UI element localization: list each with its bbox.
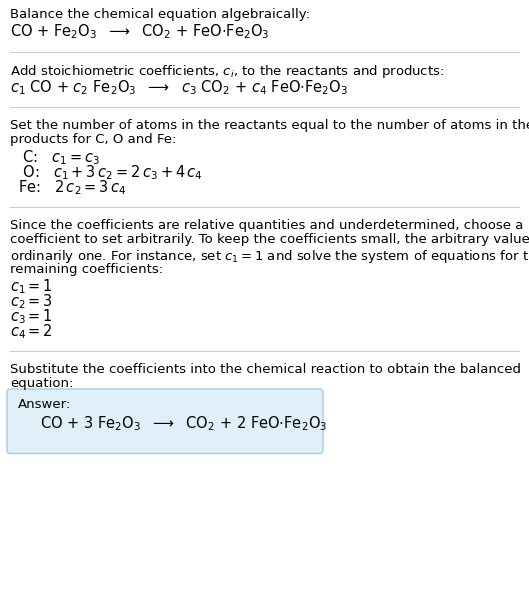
Text: CO + Fe$_2$O$_3$  $\longrightarrow$  CO$_2$ + FeO$\cdot$Fe$_2$O$_3$: CO + Fe$_2$O$_3$ $\longrightarrow$ CO$_2… bbox=[10, 22, 269, 41]
Text: Substitute the coefficients into the chemical reaction to obtain the balanced: Substitute the coefficients into the che… bbox=[10, 363, 521, 376]
Text: $c_1$ CO + $c_2$ Fe$_2$O$_3$  $\longrightarrow$  $c_3$ CO$_2$ + $c_4$ FeO$\cdot$: $c_1$ CO + $c_2$ Fe$_2$O$_3$ $\longright… bbox=[10, 78, 348, 97]
Text: coefficient to set arbitrarily. To keep the coefficients small, the arbitrary va: coefficient to set arbitrarily. To keep … bbox=[10, 234, 529, 246]
Text: Balance the chemical equation algebraically:: Balance the chemical equation algebraica… bbox=[10, 8, 310, 21]
Text: products for C, O and Fe:: products for C, O and Fe: bbox=[10, 134, 176, 146]
Text: $c_4 = 2$: $c_4 = 2$ bbox=[10, 322, 53, 341]
Text: C:   $c_1 = c_3$: C: $c_1 = c_3$ bbox=[18, 148, 101, 167]
Text: Since the coefficients are relative quantities and underdetermined, choose a: Since the coefficients are relative quan… bbox=[10, 219, 523, 232]
Text: Fe:   $2\,c_2 = 3\,c_4$: Fe: $2\,c_2 = 3\,c_4$ bbox=[18, 178, 126, 197]
Text: $c_2 = 3$: $c_2 = 3$ bbox=[10, 292, 53, 311]
FancyBboxPatch shape bbox=[7, 389, 323, 453]
Text: Add stoichiometric coefficients, $c_i$, to the reactants and products:: Add stoichiometric coefficients, $c_i$, … bbox=[10, 64, 444, 81]
Text: equation:: equation: bbox=[10, 378, 74, 390]
Text: O:   $c_1 + 3\,c_2 = 2\,c_3 + 4\,c_4$: O: $c_1 + 3\,c_2 = 2\,c_3 + 4\,c_4$ bbox=[18, 163, 203, 181]
Text: Answer:: Answer: bbox=[18, 398, 71, 411]
Text: remaining coefficients:: remaining coefficients: bbox=[10, 262, 163, 276]
Text: $c_1 = 1$: $c_1 = 1$ bbox=[10, 277, 53, 296]
Text: ordinarily one. For instance, set $c_1 = 1$ and solve the system of equations fo: ordinarily one. For instance, set $c_1 =… bbox=[10, 248, 529, 265]
Text: CO + 3 Fe$_2$O$_3$  $\longrightarrow$  CO$_2$ + 2 FeO$\cdot$Fe$_2$O$_3$: CO + 3 Fe$_2$O$_3$ $\longrightarrow$ CO$… bbox=[40, 415, 327, 433]
Text: Set the number of atoms in the reactants equal to the number of atoms in the: Set the number of atoms in the reactants… bbox=[10, 119, 529, 132]
Text: $c_3 = 1$: $c_3 = 1$ bbox=[10, 307, 53, 326]
